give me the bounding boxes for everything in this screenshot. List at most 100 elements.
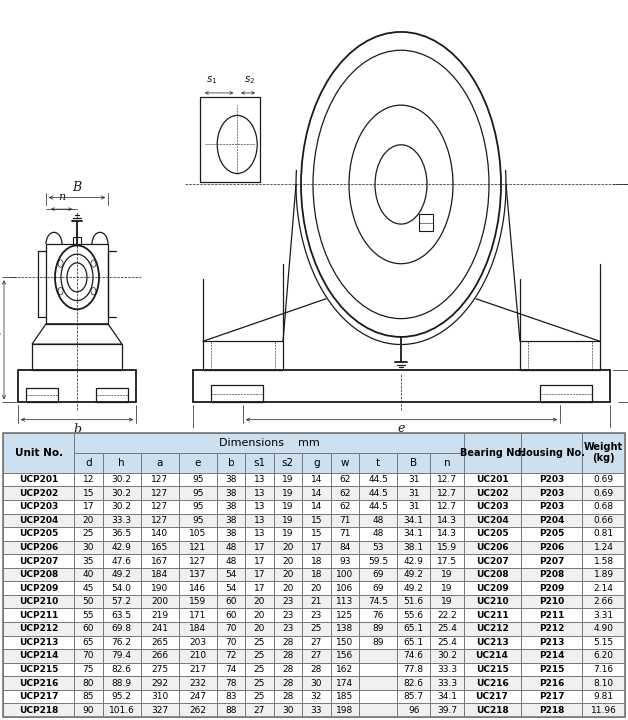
Bar <box>103 649 141 662</box>
Bar <box>179 568 217 581</box>
Bar <box>463 527 521 541</box>
Text: UC211: UC211 <box>475 611 509 620</box>
Bar <box>245 554 274 568</box>
Bar <box>274 554 302 568</box>
Bar <box>74 473 103 487</box>
Bar <box>359 703 397 717</box>
Bar <box>302 581 330 595</box>
Bar <box>217 622 245 636</box>
Bar <box>3 595 74 608</box>
Bar <box>463 541 521 554</box>
Text: 17: 17 <box>83 503 94 511</box>
Bar <box>430 636 463 649</box>
Bar <box>330 568 359 581</box>
Bar <box>582 500 625 513</box>
Text: 0.68: 0.68 <box>593 503 614 511</box>
Bar <box>179 513 217 527</box>
Bar <box>74 622 103 636</box>
Bar <box>397 568 430 581</box>
Bar <box>463 676 521 690</box>
Text: 72: 72 <box>225 652 237 660</box>
Bar <box>397 703 430 717</box>
Text: 8.10: 8.10 <box>593 678 614 688</box>
Text: 232: 232 <box>189 678 206 688</box>
Bar <box>274 622 302 636</box>
Bar <box>463 608 521 622</box>
Bar <box>217 568 245 581</box>
Text: 63.5: 63.5 <box>112 611 132 620</box>
Bar <box>330 595 359 608</box>
Bar <box>430 676 463 690</box>
Text: 76: 76 <box>372 611 384 620</box>
Bar <box>359 527 397 541</box>
Bar <box>74 703 103 717</box>
Text: 11.96: 11.96 <box>591 706 617 715</box>
Bar <box>245 581 274 595</box>
Bar <box>217 690 245 703</box>
Text: 65.1: 65.1 <box>404 624 424 634</box>
Bar <box>74 541 103 554</box>
Bar <box>430 473 463 487</box>
Bar <box>179 500 217 513</box>
Text: 36.5: 36.5 <box>112 529 132 539</box>
Text: 1.89: 1.89 <box>593 570 614 579</box>
Bar <box>582 703 625 717</box>
Bar <box>521 595 582 608</box>
Bar <box>274 473 302 487</box>
Text: UC217: UC217 <box>475 692 509 701</box>
Bar <box>74 500 103 513</box>
Bar <box>217 649 245 662</box>
Bar <box>302 622 330 636</box>
Bar <box>245 541 274 554</box>
Text: P203: P203 <box>539 503 564 511</box>
Bar <box>274 500 302 513</box>
Bar <box>274 703 302 717</box>
Bar <box>521 662 582 676</box>
Bar <box>330 453 359 473</box>
Bar <box>330 622 359 636</box>
Text: 89: 89 <box>372 624 384 634</box>
Bar <box>3 662 74 676</box>
Text: 14: 14 <box>311 475 322 484</box>
Bar <box>141 473 179 487</box>
Text: 165: 165 <box>151 543 168 552</box>
Bar <box>103 568 141 581</box>
Bar <box>302 690 330 703</box>
Text: UCP204: UCP204 <box>19 516 58 525</box>
Text: P210: P210 <box>539 597 564 606</box>
Bar <box>330 453 359 473</box>
Bar <box>359 513 397 527</box>
Bar <box>430 608 463 622</box>
Bar <box>430 453 463 473</box>
Bar <box>430 541 463 554</box>
Bar <box>463 622 521 636</box>
Bar <box>359 595 397 608</box>
Bar <box>217 473 245 487</box>
Text: 49.2: 49.2 <box>112 570 132 579</box>
Bar <box>217 500 245 513</box>
Text: 54: 54 <box>225 584 237 593</box>
Text: 69: 69 <box>372 584 384 593</box>
Bar <box>463 581 521 595</box>
Text: 2.66: 2.66 <box>593 597 614 606</box>
Bar <box>274 622 302 636</box>
Bar <box>359 487 397 500</box>
Text: Weight
(kg): Weight (kg) <box>584 443 623 463</box>
Text: 0.66: 0.66 <box>593 516 614 525</box>
Bar <box>3 473 74 487</box>
Bar <box>103 473 141 487</box>
Bar <box>302 703 330 717</box>
Text: P208: P208 <box>539 570 564 579</box>
Bar <box>245 581 274 595</box>
Bar <box>179 636 217 649</box>
Text: 57.2: 57.2 <box>112 597 132 606</box>
Text: 12.7: 12.7 <box>437 503 457 511</box>
Bar <box>359 649 397 662</box>
Bar <box>582 608 625 622</box>
Bar <box>397 473 430 487</box>
Text: UCP206: UCP206 <box>19 543 58 552</box>
Bar <box>359 636 397 649</box>
Text: 79.4: 79.4 <box>112 652 132 660</box>
Text: 70: 70 <box>225 638 237 647</box>
Bar <box>74 513 103 527</box>
